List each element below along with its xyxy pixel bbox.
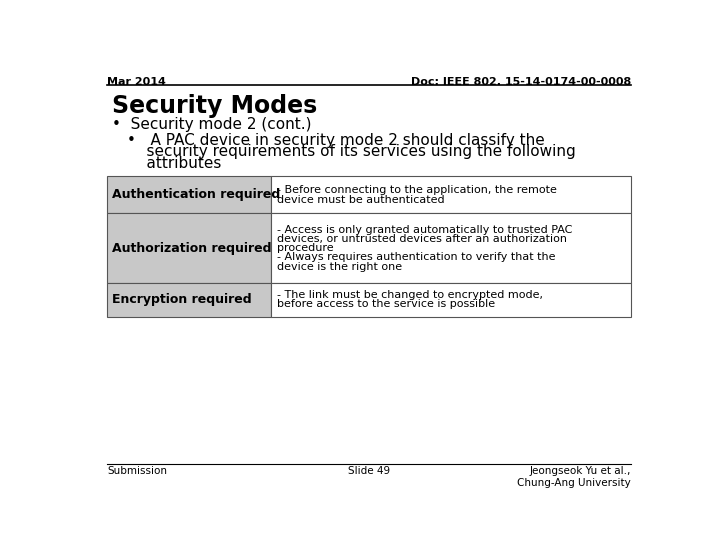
Text: Doc: IEEE 802. 15-14-0174-00-0008: Doc: IEEE 802. 15-14-0174-00-0008 <box>410 77 631 87</box>
Text: device is the right one: device is the right one <box>276 261 402 272</box>
Text: •   A PAC device in security mode 2 should classify the: • A PAC device in security mode 2 should… <box>127 132 545 147</box>
Text: •  Security mode 2 (cont.): • Security mode 2 (cont.) <box>112 117 311 132</box>
Text: Slide 49: Slide 49 <box>348 466 390 476</box>
Text: - The link must be changed to encrypted mode,: - The link must be changed to encrypted … <box>276 290 543 300</box>
Text: attributes: attributes <box>127 156 222 171</box>
Text: security requirements of its services using the following: security requirements of its services us… <box>127 144 576 159</box>
Text: devices, or untrusted devices after an authorization: devices, or untrusted devices after an a… <box>276 234 567 244</box>
Bar <box>271 283 631 316</box>
Text: - Before connecting to the application, the remote: - Before connecting to the application, … <box>276 185 557 195</box>
Text: Encryption required: Encryption required <box>112 293 252 306</box>
Text: Mar 2014: Mar 2014 <box>107 77 166 87</box>
Bar <box>107 283 271 316</box>
Text: Submission: Submission <box>107 466 167 476</box>
Bar <box>107 213 271 283</box>
Text: - Access is only granted automatically to trusted PAC: - Access is only granted automatically t… <box>276 225 572 234</box>
Text: - Always requires authentication to verify that the: - Always requires authentication to veri… <box>276 252 555 262</box>
Text: before access to the service is possible: before access to the service is possible <box>276 299 495 309</box>
Text: Authentication required: Authentication required <box>112 188 281 201</box>
Text: device must be authenticated: device must be authenticated <box>276 194 444 205</box>
Bar <box>271 177 631 213</box>
Text: Authorization required: Authorization required <box>112 241 272 254</box>
Bar <box>271 213 631 283</box>
Text: Jeongseok Yu et al.,
Chung-Ang University: Jeongseok Yu et al., Chung-Ang Universit… <box>517 466 631 488</box>
Text: Security Modes: Security Modes <box>112 94 317 118</box>
Text: procedure: procedure <box>276 243 333 253</box>
Bar <box>107 177 271 213</box>
